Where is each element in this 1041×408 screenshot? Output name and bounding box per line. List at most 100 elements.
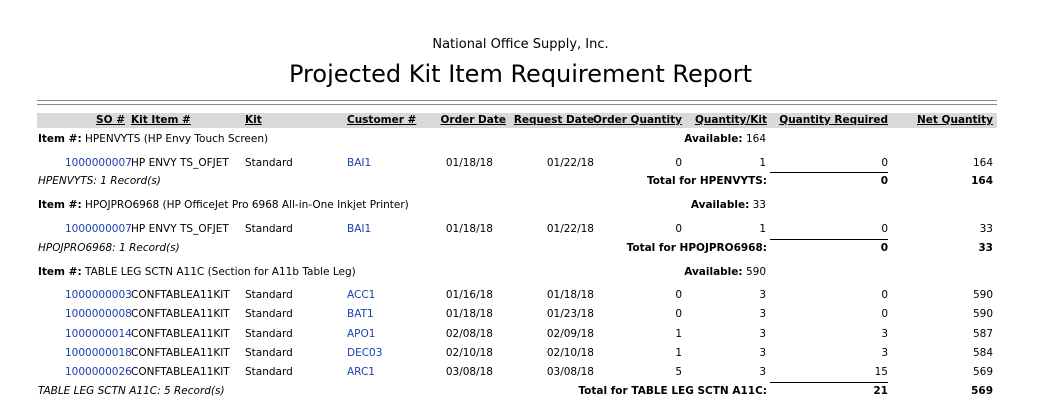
so-number: 1000000007 [65, 156, 132, 169]
item-heading: Item #: TABLE LEG SCTN A11C (Section for… [38, 265, 356, 279]
kit-item: CONFTABLEA11KIT [131, 366, 230, 379]
quantity-per-kit: 1 [759, 156, 766, 169]
quantity-required: 0 [881, 289, 888, 302]
available: Available: 33 [691, 198, 766, 212]
order-quantity: 1 [675, 327, 682, 340]
net-quantity: 587 [972, 327, 993, 340]
item-label: Item #: [38, 199, 82, 212]
header-bar [37, 113, 997, 128]
total-required: 0 [880, 241, 888, 254]
request-date: 03/08/18 [546, 366, 594, 379]
report-title: Projected Kit Item Requirement Report [289, 60, 752, 88]
quantity-per-kit: 3 [759, 308, 766, 321]
column-header: Request Date [513, 114, 594, 126]
order-date: 01/18/18 [445, 308, 493, 321]
item-heading: Item #: HPOJPRO6968 (HP OfficeJet Pro 69… [38, 198, 409, 212]
customer: ARC1 [347, 366, 375, 379]
kit-item: CONFTABLEA11KIT [131, 327, 230, 340]
item-name: HPENVYTS (HP Envy Touch Screen) [84, 133, 269, 145]
kit-item: CONFTABLEA11KIT [131, 289, 230, 302]
net-quantity: 584 [972, 347, 993, 359]
total-rule [770, 172, 888, 174]
total-label: Total for HPENVYTS: [646, 175, 767, 188]
total-label: Total for HPOJPRO6968: [626, 241, 767, 254]
order-quantity: 1 [675, 347, 682, 359]
request-date: 02/09/18 [546, 327, 594, 340]
customer: APO1 [347, 327, 376, 340]
total-required: 0 [880, 175, 888, 188]
customer: BAI1 [347, 156, 372, 169]
item-name: HPOJPRO6968 (HP OfficeJet Pro 6968 All-i… [84, 199, 409, 212]
kit: Standard [245, 289, 293, 302]
company-name: National Office Supply, Inc. [432, 37, 609, 52]
customer: BAT1 [347, 308, 374, 321]
order-date: 03/08/18 [445, 366, 493, 379]
net-quantity: 164 [972, 156, 993, 169]
kit: Standard [245, 366, 293, 379]
quantity-required: 0 [881, 308, 888, 321]
order-quantity: 0 [675, 222, 682, 235]
total-rule [770, 238, 888, 240]
total-net: 33 [978, 241, 993, 254]
net-quantity: 590 [972, 308, 993, 321]
order-quantity: 0 [675, 289, 682, 302]
quantity-per-kit: 3 [759, 366, 766, 379]
column-header: Kit [245, 114, 262, 126]
request-date: 01/23/18 [546, 308, 594, 321]
customer: DEC03 [347, 347, 383, 359]
so-number: 1000000014 [65, 327, 132, 340]
request-date: 01/22/18 [546, 156, 594, 169]
available-value: 590 [745, 265, 766, 278]
net-quantity: 33 [979, 222, 993, 235]
request-date: 02/10/18 [546, 347, 594, 359]
available-label: Available: [690, 199, 750, 212]
item-label: Item #: [38, 133, 82, 145]
kit: Standard [245, 308, 293, 321]
order-date: 02/08/18 [445, 327, 493, 340]
kit-item: HP ENVY TS_OFJET [131, 222, 229, 235]
order-date: 01/18/18 [445, 222, 493, 235]
so-number: 1000000003 [65, 289, 132, 302]
kit-item: HP ENVY TS_OFJET [131, 156, 229, 169]
so-number: 1000000008 [65, 308, 132, 321]
column-header: Kit Item # [131, 114, 191, 126]
kit: Standard [245, 347, 293, 359]
total-rule [770, 382, 888, 384]
total-required: 21 [873, 385, 888, 398]
net-quantity: 569 [972, 366, 993, 379]
available: Available: 590 [684, 265, 766, 279]
quantity-required: 15 [874, 366, 888, 379]
available-value: 164 [745, 133, 766, 145]
item-heading: Item #: HPENVYTS (HP Envy Touch Screen) [38, 132, 268, 146]
request-date: 01/22/18 [546, 222, 594, 235]
net-quantity: 590 [972, 289, 993, 302]
column-header: Order Date [440, 114, 506, 126]
so-number: 1000000007 [65, 222, 132, 235]
so-number: 1000000026 [65, 366, 132, 379]
quantity-required: 3 [881, 347, 888, 359]
kit: Standard [245, 222, 293, 235]
quantity-per-kit: 1 [759, 222, 766, 235]
column-header: Order Quantity [592, 114, 682, 126]
order-quantity: 0 [675, 308, 682, 321]
total-net: 164 [971, 175, 993, 188]
order-date: 01/18/18 [445, 156, 493, 169]
total-label: Total for TABLE LEG SCTN A11C: [578, 385, 767, 398]
quantity-required: 0 [881, 222, 888, 235]
column-header: Net Quantity [916, 114, 993, 126]
title-rule [37, 104, 997, 105]
quantity-per-kit: 3 [759, 289, 766, 302]
quantity-required: 3 [881, 327, 888, 340]
available: Available: 164 [684, 132, 766, 146]
available-label: Available: [684, 265, 743, 278]
order-date: 01/16/18 [445, 289, 493, 302]
title-rule [37, 100, 997, 101]
kit: Standard [245, 156, 293, 169]
record-count: HPENVYTS: 1 Record(s) [38, 175, 161, 188]
record-count: HPOJPRO6968: 1 Record(s) [38, 241, 180, 254]
column-header: Customer # [347, 114, 417, 126]
record-count: TABLE LEG SCTN A11C: 5 Record(s) [38, 385, 225, 398]
customer: ACC1 [347, 289, 376, 302]
order-quantity: 0 [675, 156, 682, 169]
